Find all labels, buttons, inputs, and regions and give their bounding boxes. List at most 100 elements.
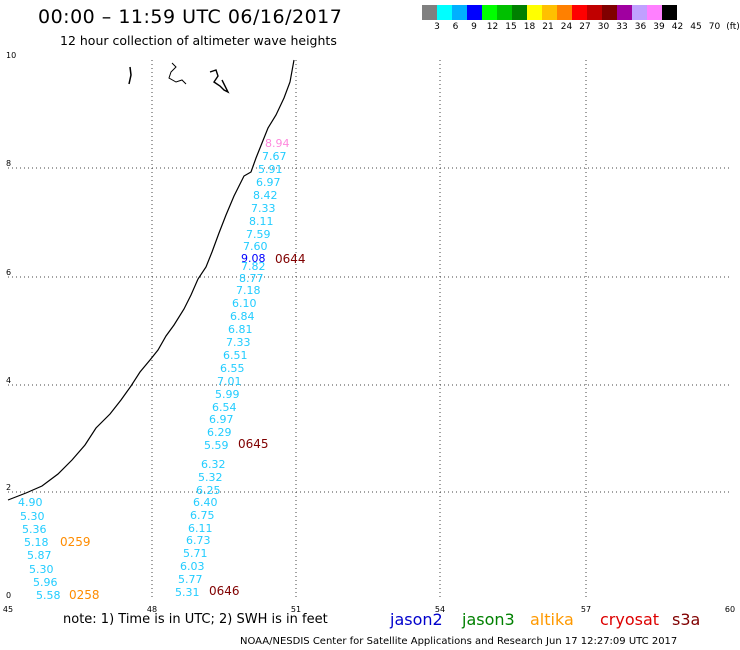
legend-label: 39 [653,22,665,32]
legend-label: 45 [690,22,702,32]
satellite-jason2-label: jason2 [390,610,443,629]
x-tick-label: 60 [725,605,735,614]
pass-time-label: 0645 [238,437,269,451]
legend-swatch [467,5,482,20]
wave-height-value: 6.97 [256,176,281,189]
wave-height-value: 6.84 [230,310,255,323]
page-title: 00:00 – 11:59 UTC 06/16/2017 [38,6,343,28]
legend-swatch [617,5,632,20]
color-scale-legend [422,5,677,20]
wave-height-value: 6.40 [193,496,218,509]
legend-swatch [647,5,662,20]
legend-label: 9 [471,22,477,32]
x-tick-label: 48 [147,605,157,614]
coastline [7,59,295,501]
x-tick-label: 45 [3,605,13,614]
legend-swatch [557,5,572,20]
legend-label: 70 [708,22,721,32]
wave-height-value: 9.08 [241,252,266,265]
footer-note: note: 1) Time is in UTC; 2) SWH is in fe… [63,612,328,627]
legend-swatch [452,5,467,20]
map-grid [8,60,730,600]
legend-label: (ft) [726,22,740,32]
satellite-jason3-label: jason3 [462,610,515,629]
wave-height-value: 5.77 [178,573,203,586]
wave-height-value: 5.87 [27,549,52,562]
x-tick-label: 51 [291,605,301,614]
wave-height-value: 7.82 [241,260,266,273]
wave-height-value: 6.54 [212,401,237,414]
wave-height-value: 5.30 [20,510,45,523]
wave-height-value: 6.97 [209,413,234,426]
legend-swatch [662,5,677,20]
legend-label: 30 [597,22,610,32]
legend-swatch [587,5,602,20]
wave-height-value: 7.60 [243,240,268,253]
legend-label: 33 [616,22,628,32]
y-tick-label: 10 [6,51,16,60]
axis-ticks: 45 48 51 54 57 60 0 2 4 6 8 10 [3,51,735,614]
legend-label: 18 [523,22,536,32]
legend-label: 36 [634,22,647,32]
wave-height-value: 5.36 [22,523,47,536]
wave-height-value: 7.33 [226,336,251,349]
pass-time-label: 0644 [275,252,306,266]
legend-swatch [632,5,647,20]
wave-height-value: 6.55 [220,362,245,375]
legend-label: 27 [579,22,591,32]
wave-height-value: 7.01 [217,375,242,388]
wave-height-value: 5.91 [258,163,283,176]
legend-label: 24 [560,22,573,32]
satellite-altika-label: altika [530,610,574,629]
wave-height-value: 5.18 [24,536,49,549]
legend-label: 6 [452,22,459,32]
wave-height-value: 6.25 [196,484,221,497]
y-tick-label: 0 [6,591,11,600]
legend-swatch [542,5,557,20]
island-outline [168,62,187,85]
wave-height-value: 5.96 [33,576,58,589]
wave-height-value: 5.71 [183,547,208,560]
wave-height-value: 8.11 [249,215,274,228]
y-tick-label: 6 [6,268,11,277]
wave-height-value: 8.94 [265,137,290,150]
wave-height-value: 8.42 [253,189,278,202]
wave-height-value: 6.11 [188,522,213,535]
legend-swatch [572,5,587,20]
wave-height-value: 5.31 [175,586,200,599]
wave-height-value: 5.99 [215,388,240,401]
legend-swatch [482,5,497,20]
wave-height-value: 6.29 [207,426,232,439]
wave-height-value: 6.03 [180,560,205,573]
pass-time-labels: 0644 0645 0646 0259 0258 [60,252,306,602]
pass-time-label: 0258 [69,588,100,602]
island-outline [209,69,230,94]
credit-line: NOAA/NESDIS Center for Satellite Applica… [240,636,678,647]
wave-height-value: 7.67 [262,150,287,163]
wave-height-value: 5.30 [29,563,54,576]
satellite-s3a-label: s3a [672,610,701,629]
legend-swatch [437,5,452,20]
legend-swatch [497,5,512,20]
page-subtitle: 12 hour collection of altimeter wave hei… [60,33,337,48]
wave-height-value: 7.59 [246,228,271,241]
y-tick-label: 2 [6,483,11,492]
island-outline [128,66,132,85]
wave-height-value: 6.32 [201,458,226,471]
wave-height-value: 6.73 [186,534,211,547]
wave-height-value: 5.58 [36,589,61,602]
coastline-path [7,59,295,501]
x-tick-label: 57 [581,605,591,614]
legend-swatch [602,5,617,20]
wave-height-value: 7.18 [236,284,261,297]
satellite-cryosat-label: cryosat [600,610,660,629]
legend-swatch [527,5,542,20]
wave-height-labels: 8.947.675.916.978.427.338.117.597.609.08… [18,137,290,602]
x-tick-label: 54 [435,605,445,614]
pass-time-label: 0646 [209,584,240,598]
wave-height-value: 8.77 [239,272,264,285]
y-tick-label: 4 [6,376,11,385]
wave-height-value: 6.75 [190,509,215,522]
legend-label: 15 [505,22,517,32]
